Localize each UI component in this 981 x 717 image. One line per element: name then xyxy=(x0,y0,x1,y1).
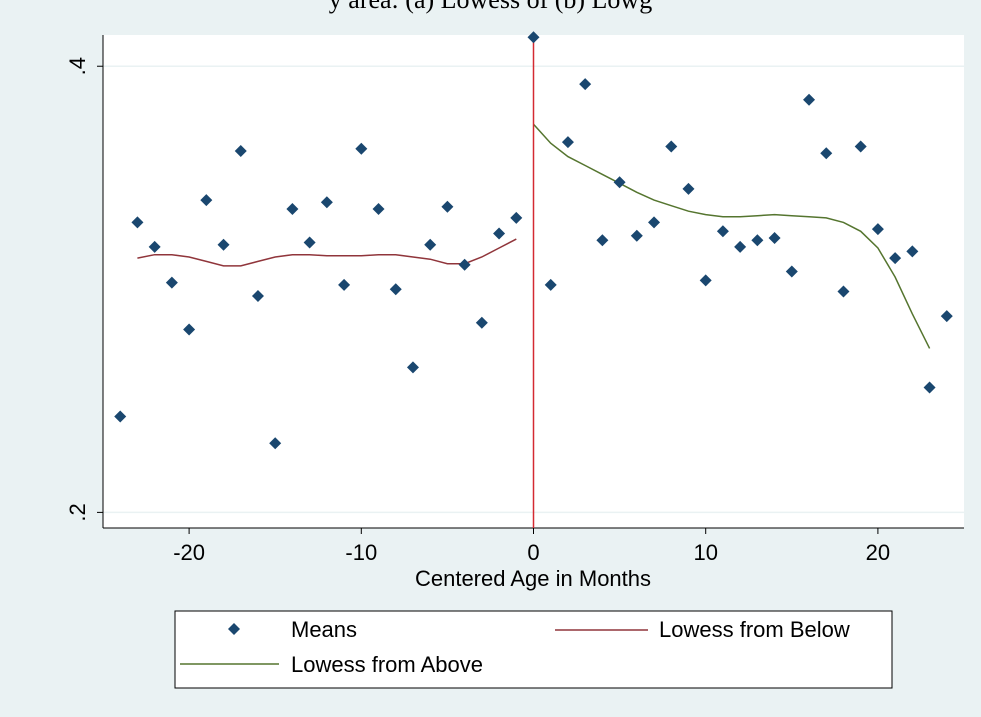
means-point xyxy=(768,232,781,244)
means-point xyxy=(251,290,264,302)
x-tick-label: 0 xyxy=(527,540,539,565)
means-point xyxy=(579,78,592,91)
means-point xyxy=(751,234,764,247)
means-point xyxy=(355,142,368,155)
legend: Means Lowess from Below Lowess from Above xyxy=(174,610,893,689)
means-point xyxy=(217,238,230,251)
y-tick-label: .2 xyxy=(65,503,90,521)
means-point xyxy=(200,194,213,207)
means-point xyxy=(923,381,936,394)
legend-key-means xyxy=(228,623,240,635)
means-point xyxy=(613,176,626,189)
x-axis-title: Centered Age in Months xyxy=(415,566,651,591)
lowess-lines xyxy=(137,123,931,349)
means-point xyxy=(544,278,557,291)
means-point xyxy=(596,234,609,247)
means-point xyxy=(906,245,919,258)
means-point xyxy=(648,216,661,229)
caption-fragment: y area: (a) Lowess of (b) Lowg xyxy=(0,0,981,16)
means-point xyxy=(682,182,695,195)
means-point xyxy=(131,216,144,229)
x-tick-label: -20 xyxy=(173,540,205,565)
x-tick-label: 10 xyxy=(693,540,717,565)
means-point xyxy=(561,136,574,149)
lowess-above-line xyxy=(532,123,931,349)
means-point xyxy=(940,310,953,323)
means-point xyxy=(665,140,678,153)
means-point xyxy=(269,437,282,450)
means-point xyxy=(441,200,454,213)
means-point xyxy=(320,196,333,209)
means-point xyxy=(889,252,902,265)
x-tick-label: -10 xyxy=(345,540,377,565)
means-point xyxy=(803,93,816,106)
axis-ticks: .2 .4 -20 -10 0 10 20 xyxy=(65,57,890,565)
means-point xyxy=(630,229,643,242)
means-point xyxy=(458,258,471,271)
means-point xyxy=(785,265,798,278)
legend-label: Lowess from Below xyxy=(659,617,850,642)
means-point xyxy=(424,238,437,251)
legend-label: Lowess from Above xyxy=(291,652,483,677)
means-point xyxy=(286,203,299,215)
means-point xyxy=(837,285,850,298)
means-point xyxy=(820,147,833,160)
means-point xyxy=(234,145,247,157)
legend-label: Means xyxy=(291,617,357,642)
means-point xyxy=(854,140,867,153)
means-point xyxy=(871,223,884,236)
means-point xyxy=(493,227,506,240)
means-point xyxy=(734,240,747,253)
means-point xyxy=(475,316,488,329)
means-point xyxy=(165,276,178,289)
means-point xyxy=(699,274,712,287)
lowess-below-line xyxy=(137,238,517,267)
legend-box xyxy=(174,610,893,689)
means-point xyxy=(303,236,316,249)
means-markers xyxy=(114,31,953,450)
y-tick-label: .4 xyxy=(65,57,90,75)
means-point xyxy=(527,31,540,44)
means-point xyxy=(510,211,523,224)
means-point xyxy=(406,361,419,374)
means-point xyxy=(716,225,729,238)
means-point xyxy=(389,283,402,296)
means-point xyxy=(148,240,161,253)
means-point xyxy=(372,203,385,215)
means-point xyxy=(338,278,351,291)
means-point xyxy=(114,410,127,423)
x-tick-label: 20 xyxy=(866,540,890,565)
means-point xyxy=(183,323,196,336)
